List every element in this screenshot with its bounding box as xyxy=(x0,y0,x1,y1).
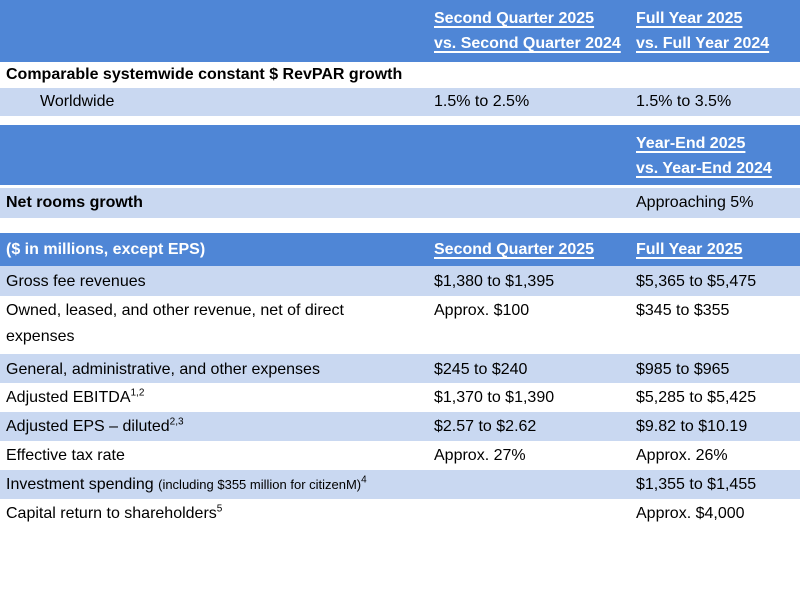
table-row: General, administrative, and other expen… xyxy=(0,354,800,383)
net-rooms-row: Net rooms growth Approaching 5% xyxy=(0,188,800,218)
footnote-ref: 1,2 xyxy=(130,387,145,399)
revpar-worldwide-row: Worldwide 1.5% to 2.5% 1.5% to 3.5% xyxy=(0,88,800,116)
row-note: (including $355 million for citizenM) xyxy=(158,477,362,492)
row-q2: $2.57 to $2.62 xyxy=(434,418,537,435)
financial-fy-header: Full Year 2025 xyxy=(636,241,743,258)
row-fy: Approx. $4,000 xyxy=(636,505,745,522)
financial-header-row: ($ in millions, except EPS) Second Quart… xyxy=(0,233,800,266)
row-fy: Approx. 26% xyxy=(636,447,728,464)
row-q2: Approx. $100 xyxy=(434,302,530,319)
q2-header-line1: Second Quarter 2025 xyxy=(434,10,595,27)
year-end-header-line1: Year-End 2025 xyxy=(636,135,746,152)
row-q2: $245 to $240 xyxy=(434,361,528,378)
footnote-ref: 5 xyxy=(216,503,223,515)
row-fy: $985 to $965 xyxy=(636,361,730,378)
revpar-title-row: Comparable systemwide constant $ RevPAR … xyxy=(0,62,800,88)
table-row: Adjusted EPS – diluted2,3 $2.57 to $2.62… xyxy=(0,412,800,441)
revpar-title: Comparable systemwide constant $ RevPAR … xyxy=(6,66,403,83)
financial-header-label: ($ in millions, except EPS) xyxy=(6,241,206,258)
row-label-line1: Owned, leased, and other revenue, net of… xyxy=(6,302,344,319)
row-fy: $1,355 to $1,455 xyxy=(636,476,757,493)
table-row: Investment spending (including $355 mill… xyxy=(0,470,800,499)
worldwide-fy: 1.5% to 3.5% xyxy=(636,93,732,110)
row-label: Capital return to shareholders5 xyxy=(6,503,223,522)
row-q2: $1,380 to $1,395 xyxy=(434,273,555,290)
row-fy: $5,365 to $5,475 xyxy=(636,273,757,290)
net-rooms-header-row: Year-End 2025 vs. Year-End 2024 xyxy=(0,125,800,185)
row-label: General, administrative, and other expen… xyxy=(6,361,320,378)
footnote-ref: 2,3 xyxy=(169,416,184,428)
row-label: Adjusted EPS – diluted2,3 xyxy=(6,416,184,435)
worldwide-q2: 1.5% to 2.5% xyxy=(434,93,530,110)
fy-header-line2: vs. Full Year 2024 xyxy=(636,35,770,52)
table-row: Effective tax rate Approx. 27% Approx. 2… xyxy=(0,441,800,470)
table-row: Adjusted EBITDA1,2 $1,370 to $1,390 $5,2… xyxy=(0,383,800,412)
table-row: Gross fee revenues $1,380 to $1,395 $5,3… xyxy=(0,266,800,296)
year-end-header-line2: vs. Year-End 2024 xyxy=(636,160,772,177)
row-label: Effective tax rate xyxy=(6,447,125,464)
footnote-ref: 4 xyxy=(361,474,367,486)
row-q2: $1,370 to $1,390 xyxy=(434,389,555,406)
row-label: Adjusted EBITDA1,2 xyxy=(6,387,145,406)
worldwide-label: Worldwide xyxy=(40,93,115,110)
fy-header-line1: Full Year 2025 xyxy=(636,10,743,27)
financial-q2-header: Second Quarter 2025 xyxy=(434,241,595,258)
net-rooms-label: Net rooms growth xyxy=(6,194,143,211)
table-row: Capital return to shareholders5 Approx. … xyxy=(0,499,800,528)
row-fy: $5,285 to $5,425 xyxy=(636,389,757,406)
row-fy: $345 to $355 xyxy=(636,302,730,319)
row-label: Gross fee revenues xyxy=(6,273,146,290)
row-label-line2: expenses xyxy=(6,328,75,345)
revpar-header-row: Second Quarter 2025 vs. Second Quarter 2… xyxy=(0,0,800,62)
net-rooms-value: Approaching 5% xyxy=(636,194,754,211)
row-q2: Approx. 27% xyxy=(434,447,526,464)
row-label: Investment spending (including $355 mill… xyxy=(6,474,367,493)
row-fy: $9.82 to $10.19 xyxy=(636,418,748,435)
q2-header-line2: vs. Second Quarter 2024 xyxy=(434,35,621,52)
table-row: Owned, leased, and other revenue, net of… xyxy=(0,296,800,354)
